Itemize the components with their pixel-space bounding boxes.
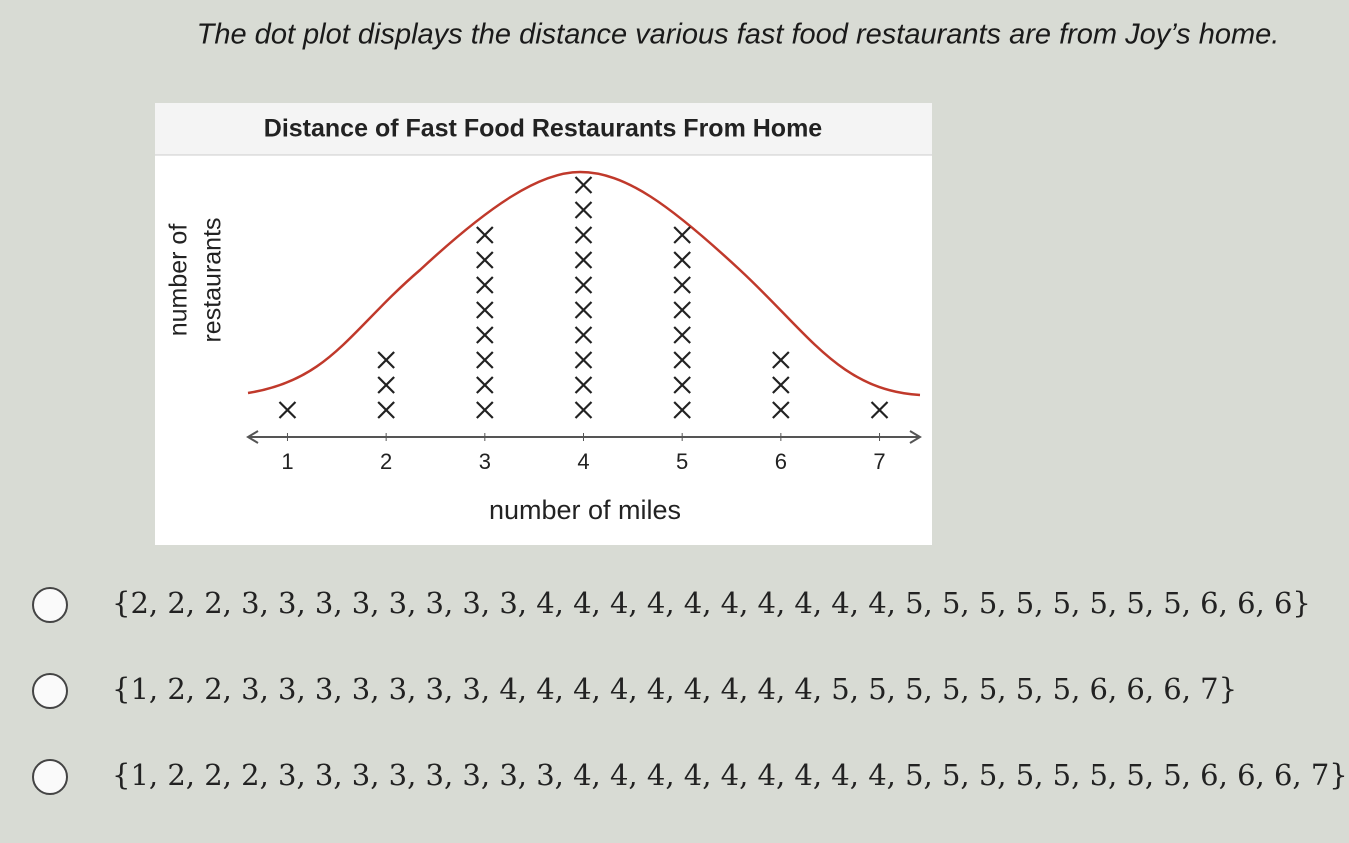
- dot-column: [772, 351, 790, 419]
- x-glyph: [476, 351, 494, 369]
- x-glyph: [673, 376, 691, 394]
- radio-button[interactable]: [32, 673, 68, 709]
- x-tick-label: 3: [479, 449, 491, 474]
- radio-button[interactable]: [32, 587, 68, 623]
- x-glyph: [574, 226, 593, 244]
- dot-column: [673, 226, 691, 419]
- x-glyph: [476, 376, 494, 394]
- dot-column: [476, 226, 494, 419]
- x-glyph: [673, 351, 691, 369]
- x-tick-label: 2: [380, 449, 392, 474]
- question: The dot plot displays the distance vario…: [197, 19, 1280, 51]
- x-glyph: [476, 326, 494, 344]
- x-glyph: [870, 401, 889, 419]
- options: {2, 2, 2, 3, 3, 3, 3, 3, 3, 3, 3, 4, 4, …: [32, 586, 1348, 795]
- x-tick-label: 5: [676, 449, 688, 474]
- title-bar: [155, 103, 932, 155]
- x-glyph: [772, 376, 790, 394]
- y-axis-label: number of: [165, 224, 193, 337]
- dot-column: [377, 351, 395, 419]
- x-glyph: [574, 201, 593, 219]
- x-glyph: [673, 326, 691, 344]
- x-glyph: [673, 301, 691, 319]
- chart-panel: [155, 103, 932, 545]
- x-glyph: [673, 276, 691, 294]
- x-glyph: [476, 401, 494, 419]
- x-glyph: [476, 226, 494, 244]
- x-tick-label: 1: [281, 449, 293, 474]
- x-glyph: [574, 251, 593, 269]
- axis-arrows: [246, 430, 922, 444]
- x-glyph: [476, 301, 494, 319]
- x-glyph: [673, 251, 691, 269]
- x-tick-label: 6: [775, 449, 787, 474]
- dot-column: [278, 401, 297, 419]
- x-glyph: [377, 351, 395, 369]
- chart-title: Distance of Fast Food Restaurants From H…: [264, 115, 823, 143]
- x-glyph: [574, 351, 593, 369]
- x-tick-label: 7: [873, 449, 885, 474]
- option-text[interactable]: {2, 2, 2, 3, 3, 3, 3, 3, 3, 3, 3, 4, 4, …: [112, 586, 1311, 620]
- radio-button[interactable]: [32, 759, 68, 795]
- x-tick-label: 4: [577, 449, 589, 474]
- x-glyph: [476, 276, 494, 294]
- x-glyph: [574, 376, 593, 394]
- dot-column: [574, 176, 593, 419]
- x-glyph: [574, 276, 593, 294]
- x-glyph: [574, 176, 593, 194]
- x-glyph: [574, 301, 593, 319]
- x-glyph: [574, 401, 593, 419]
- x-axis-label: number of miles: [489, 495, 681, 525]
- x-glyph: [574, 326, 593, 344]
- option-text[interactable]: {1, 2, 2, 2, 3, 3, 3, 3, 3, 3, 3, 3, 4, …: [112, 758, 1348, 792]
- normal-curve: [247, 170, 921, 397]
- x-glyph: [673, 401, 691, 419]
- x-glyph: [278, 401, 297, 419]
- dot-column: [870, 401, 889, 419]
- y-axis-label: restaurants: [199, 217, 227, 342]
- x-glyph: [772, 401, 790, 419]
- x-glyph: [377, 401, 395, 419]
- x-glyph: [476, 251, 494, 269]
- x-glyph: [772, 351, 790, 369]
- x-glyph: [673, 226, 691, 244]
- option-text[interactable]: {1, 2, 2, 3, 3, 3, 3, 3, 3, 3, 4, 4, 4, …: [112, 672, 1237, 706]
- x-glyph: [377, 376, 395, 394]
